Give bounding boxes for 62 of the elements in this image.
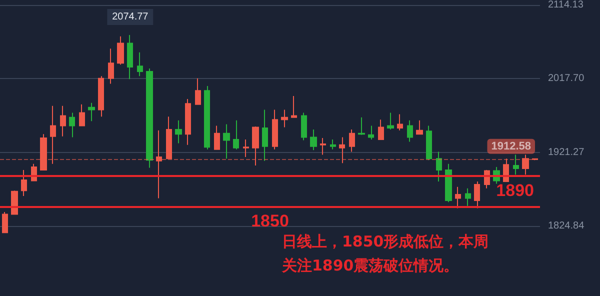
candlestick	[339, 136, 345, 164]
candlestick	[137, 52, 143, 77]
candlestick	[233, 120, 239, 150]
candlestick	[416, 120, 423, 135]
candlestick	[291, 95, 297, 118]
candlestick	[166, 116, 172, 160]
candlestick	[60, 105, 66, 137]
candlestick	[349, 129, 355, 152]
candlestick	[117, 36, 124, 66]
candlestick	[2, 212, 8, 234]
candlestick	[368, 125, 374, 140]
candlestick	[445, 163, 452, 203]
candlestick	[397, 114, 403, 131]
candlestick	[243, 138, 249, 158]
annotation: 日线上，1850形成低位，本周	[282, 232, 489, 250]
candlestick	[175, 120, 182, 144]
y-tick-label: 2017.70	[548, 73, 585, 84]
candlestick	[98, 76, 104, 118]
candlestick	[204, 86, 210, 150]
candlestick	[108, 48, 114, 84]
candlestick	[455, 186, 461, 209]
candlestick	[320, 137, 326, 156]
candlestick	[50, 105, 56, 164]
y-tick-label: 1921.27	[548, 146, 585, 158]
ref-line-label: 1850	[251, 212, 289, 231]
ref-line-label: 1890	[496, 181, 534, 200]
candlestick	[387, 112, 394, 130]
candlestick	[40, 134, 47, 171]
candlestick	[21, 170, 27, 196]
candlestick	[532, 158, 538, 161]
candlestick	[301, 112, 307, 141]
candlestick	[214, 125, 220, 150]
y-tick-label: 2114.13	[548, 0, 584, 10]
annotation: 关注1890震荡破位情况。	[281, 256, 459, 274]
candlestick	[358, 116, 365, 136]
candlestick	[127, 34, 133, 80]
candlestick	[262, 109, 268, 162]
candlestick	[513, 154, 519, 176]
candlestick	[378, 119, 384, 140]
y-tick-label: 1824.84	[548, 220, 585, 232]
candlestick	[69, 112, 75, 138]
candlestick	[79, 104, 85, 126]
candlestick	[310, 129, 317, 151]
candlestick	[223, 124, 230, 160]
candlestick	[474, 180, 480, 209]
candlestick	[465, 188, 471, 206]
candlestick	[252, 126, 259, 166]
candlestick	[272, 109, 278, 150]
candlestick	[426, 125, 432, 161]
candlestick	[88, 102, 95, 122]
ref-line-label: 1912.58	[491, 140, 531, 152]
candlestick	[407, 120, 413, 142]
candlestick	[281, 109, 288, 128]
annotation: 2074.77	[112, 12, 149, 23]
candlestick	[330, 138, 336, 150]
candlestick	[522, 154, 529, 176]
candlestick	[146, 68, 153, 168]
candlestick	[185, 98, 191, 146]
candlestick	[11, 190, 18, 215]
candlestick	[195, 78, 201, 105]
candlestick	[436, 151, 442, 182]
candlestick	[156, 130, 162, 199]
